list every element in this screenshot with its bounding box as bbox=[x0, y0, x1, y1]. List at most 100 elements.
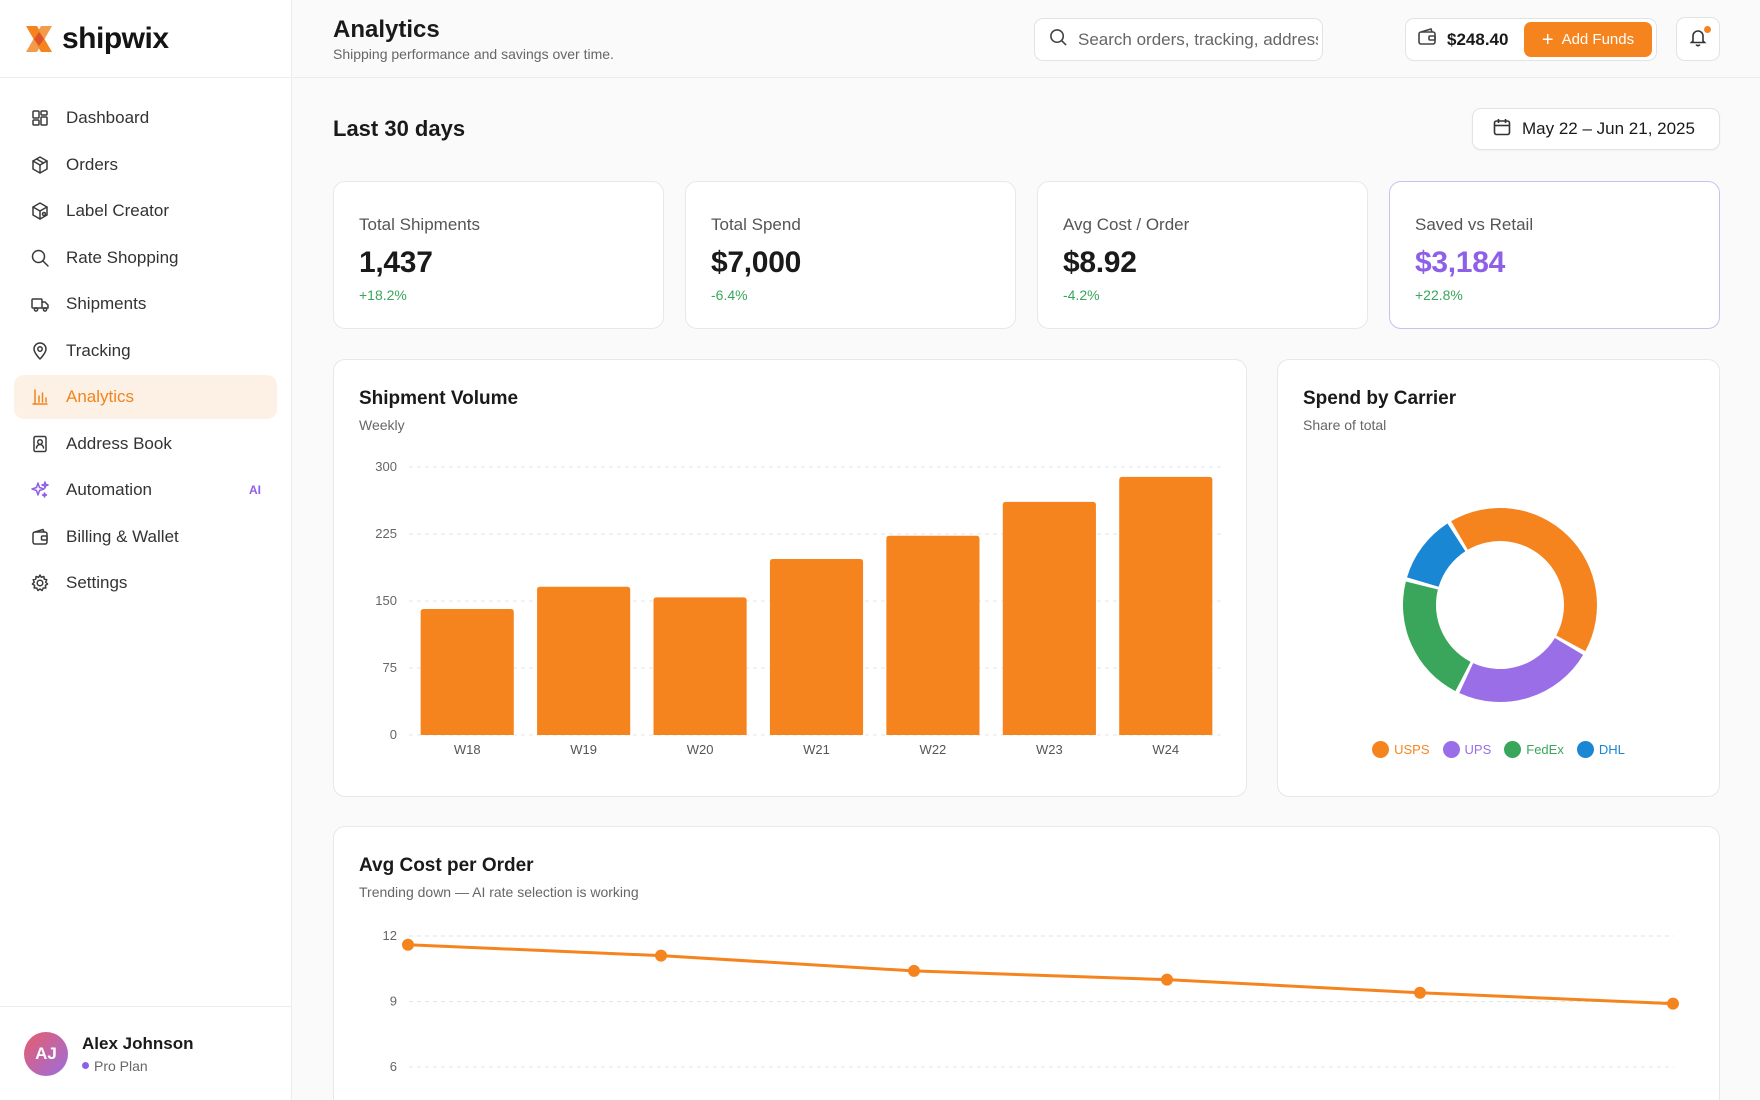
avg-cost-card: Avg Cost per Order Trending down — AI ra… bbox=[333, 826, 1720, 1100]
date-range-picker[interactable]: May 22 – Jun 21, 2025 bbox=[1472, 108, 1720, 150]
user-profile[interactable]: AJ Alex Johnson Pro Plan bbox=[0, 1006, 292, 1100]
stat-card-total-shipments: Total Shipments 1,437 +18.2% bbox=[333, 181, 664, 329]
gear-icon bbox=[30, 573, 50, 593]
top-header: Analytics Shipping performance and savin… bbox=[293, 0, 1760, 78]
bar[interactable] bbox=[886, 535, 980, 735]
date-range-label: May 22 – Jun 21, 2025 bbox=[1522, 119, 1695, 138]
legend-swatch bbox=[1442, 741, 1460, 758]
sidebar-item-analytics[interactable]: Analytics bbox=[14, 375, 277, 419]
bar[interactable] bbox=[1002, 501, 1096, 735]
dashboard-icon bbox=[30, 108, 50, 128]
spend-by-carrier-chart bbox=[1403, 508, 1597, 702]
brand-logo[interactable]: shipwix bbox=[0, 0, 291, 78]
wallet-balance: $248.40 bbox=[1447, 29, 1509, 49]
x-tick-label: W20 bbox=[687, 742, 714, 757]
y-tick-label: 75 bbox=[383, 660, 397, 675]
stat-label: Total Spend bbox=[711, 215, 801, 234]
bar[interactable] bbox=[537, 586, 631, 735]
contact-book-icon bbox=[30, 434, 50, 454]
wallet-icon bbox=[1417, 27, 1437, 52]
x-tick-label: W18 bbox=[454, 742, 481, 757]
sidebar-item-orders[interactable]: Orders bbox=[14, 143, 277, 187]
legend-swatch bbox=[1504, 741, 1522, 758]
sidebar-item-address-book[interactable]: Address Book bbox=[14, 422, 277, 466]
notifications-button[interactable] bbox=[1676, 17, 1720, 61]
sidebar-item-label: Billing & Wallet bbox=[66, 526, 179, 546]
bar[interactable] bbox=[420, 609, 514, 735]
shipwix-logo-icon bbox=[24, 24, 54, 54]
legend-item[interactable]: USPS bbox=[1372, 741, 1430, 758]
plan-label: Pro Plan bbox=[94, 1057, 148, 1074]
sidebar-item-label: Analytics bbox=[66, 387, 135, 406]
ai-badge: AI bbox=[249, 483, 261, 497]
bar[interactable] bbox=[1119, 476, 1213, 735]
sidebar-item-label: Dashboard bbox=[66, 108, 150, 127]
stat-card-avg-cost: Avg Cost / Order $8.92 -4.2% bbox=[1037, 181, 1368, 329]
x-tick-label: W21 bbox=[803, 742, 830, 757]
stat-value: 1,437 bbox=[359, 246, 433, 279]
sidebar-item-label: Orders bbox=[66, 154, 118, 174]
package-icon bbox=[30, 155, 50, 175]
sidebar-item-rate-shopping[interactable]: Rate Shopping bbox=[14, 236, 277, 280]
user-plan: Pro Plan bbox=[82, 1058, 193, 1074]
y-tick-label: 225 bbox=[375, 526, 397, 541]
legend-item[interactable]: FedEx bbox=[1504, 741, 1564, 758]
sidebar-nav: Dashboard Orders Label Creator Rate Shoppin… bbox=[0, 78, 291, 605]
card-title: Avg Cost per Order bbox=[359, 855, 534, 876]
sidebar-item-label: Rate Shopping bbox=[66, 247, 179, 267]
card-title: Spend by Carrier bbox=[1303, 388, 1457, 409]
avg-cost-chart: 6 9 12 bbox=[383, 928, 1679, 1074]
x-tick-label: W23 bbox=[1036, 742, 1063, 757]
legend-item[interactable]: UPS bbox=[1442, 741, 1491, 758]
stat-label: Total Shipments bbox=[359, 215, 480, 234]
card-subtitle: Weekly bbox=[359, 417, 405, 433]
map-pin-icon bbox=[30, 341, 50, 361]
sidebar-item-label-creator[interactable]: Label Creator bbox=[14, 189, 277, 233]
wallet-widget[interactable]: $248.40 + Add Funds bbox=[1405, 18, 1657, 61]
donut-slice[interactable] bbox=[1451, 508, 1597, 652]
search-input[interactable] bbox=[1078, 29, 1318, 50]
card-title: Shipment Volume bbox=[359, 388, 519, 409]
y-tick-label: 150 bbox=[375, 593, 397, 608]
sidebar-item-label: Settings bbox=[66, 573, 128, 592]
bar[interactable] bbox=[653, 597, 747, 735]
x-tick-label: W19 bbox=[570, 742, 597, 757]
sidebar-item-dashboard[interactable]: Dashboard bbox=[14, 96, 277, 140]
x-tick-label: W24 bbox=[1152, 742, 1179, 757]
plan-dot-icon bbox=[82, 1062, 89, 1069]
data-point[interactable] bbox=[908, 964, 920, 977]
calendar-icon bbox=[1492, 117, 1512, 142]
page-title: Analytics bbox=[333, 16, 440, 43]
card-subtitle: Trending down — AI rate selection is wor… bbox=[359, 884, 639, 900]
donut-slice[interactable] bbox=[1407, 523, 1466, 587]
stat-delta: -4.2% bbox=[1063, 287, 1100, 303]
y-tick-label: 300 bbox=[375, 459, 397, 474]
sidebar-item-shipments[interactable]: Shipments bbox=[14, 282, 277, 326]
series-line bbox=[407, 943, 1674, 1006]
bell-icon bbox=[1688, 27, 1708, 52]
sidebar-item-automation[interactable]: Automation AI bbox=[14, 468, 277, 512]
sidebar-item-settings[interactable]: Settings bbox=[14, 561, 277, 605]
data-point[interactable] bbox=[1414, 986, 1426, 999]
spend-by-carrier-card: Spend by Carrier Share of total USPS UPS F… bbox=[1277, 359, 1720, 797]
sidebar: shipwix Dashboard Orders Label Creator Rate… bbox=[0, 0, 292, 1100]
bar[interactable] bbox=[769, 559, 864, 735]
brand-name: shipwix bbox=[62, 21, 169, 55]
data-point[interactable] bbox=[1667, 997, 1679, 1010]
add-funds-button[interactable]: + Add Funds bbox=[1524, 22, 1652, 57]
y-tick-label: 12 bbox=[383, 928, 397, 943]
sidebar-item-tracking[interactable]: Tracking bbox=[14, 329, 277, 373]
stat-delta: +22.8% bbox=[1415, 287, 1463, 303]
donut-slice[interactable] bbox=[1403, 581, 1471, 692]
donut-slice[interactable] bbox=[1459, 637, 1584, 702]
user-name: Alex Johnson bbox=[82, 1033, 194, 1053]
sidebar-item-billing-wallet[interactable]: Billing & Wallet bbox=[14, 515, 277, 559]
search-box[interactable] bbox=[1034, 18, 1323, 61]
legend-label: USPS bbox=[1394, 742, 1430, 757]
legend-item[interactable]: DHL bbox=[1576, 741, 1625, 758]
truck-icon bbox=[30, 294, 50, 314]
data-point[interactable] bbox=[655, 949, 667, 962]
data-point[interactable] bbox=[1161, 973, 1173, 986]
avatar[interactable]: AJ bbox=[24, 1031, 68, 1076]
data-point[interactable] bbox=[402, 938, 414, 951]
